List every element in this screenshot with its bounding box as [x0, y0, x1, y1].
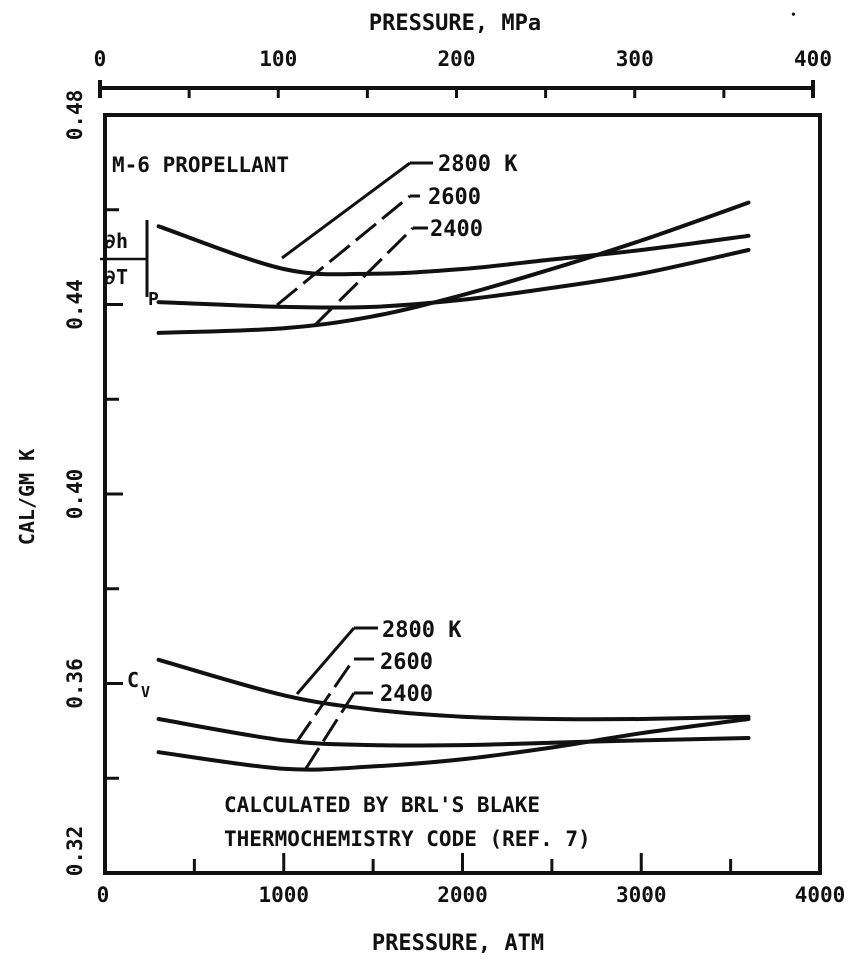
- dh-dt-subscript: P: [148, 289, 159, 310]
- x-tick-label: 3000: [616, 883, 667, 907]
- series-leader-line: [294, 658, 356, 744]
- x-tick-label: 1000: [258, 883, 309, 907]
- x2-tick-label: 200: [438, 47, 476, 71]
- x-ticks: 0 1000 2000 3000 4000: [97, 853, 846, 907]
- x2-ticks: 0 100 200 300 400: [94, 47, 832, 98]
- series-label: 2400: [380, 682, 433, 707]
- dt-label: ∂T: [104, 265, 128, 289]
- series-leader-line: [281, 161, 411, 260]
- series-line-dhdt-2800k: [156, 224, 751, 277]
- series-label: 2800 K: [438, 152, 518, 177]
- cv-subscript: V: [141, 683, 150, 701]
- x2-tick-label: 400: [794, 47, 832, 71]
- dh-label: ∂h: [104, 229, 128, 253]
- y-ticks: 0.32 0.36 0.40 0.44 0.48: [63, 90, 123, 877]
- y-axis-title: CAL/GM K: [15, 449, 39, 545]
- x-tick-label: 4000: [795, 883, 846, 907]
- y-tick-label: 0.44: [63, 279, 87, 330]
- x-axis-title: PRESSURE, ATM: [372, 931, 544, 956]
- x2-tick-label: 100: [259, 47, 297, 71]
- series-line-cv-2600: [156, 717, 751, 748]
- cv-label: C: [127, 668, 139, 692]
- x-tick-label: 2000: [437, 883, 488, 907]
- series-label: 2800 K: [382, 618, 462, 643]
- series-label: 2600: [428, 185, 481, 210]
- annotation-line-2: THERMOCHEMISTRY CODE (REF. 7): [224, 827, 591, 851]
- y-tick-label: 0.40: [63, 469, 87, 520]
- x2-tick-label: 300: [616, 47, 654, 71]
- series-line-dhdt-2400: [156, 200, 751, 335]
- x2-tick-label: 0: [94, 47, 107, 71]
- series-leader-line: [276, 194, 411, 307]
- leader-layer: 2800 K 2600 2400 2800 K 2600 2400: [276, 152, 518, 771]
- series-line-cv-2800k: [156, 657, 751, 722]
- x2-axis-title: PRESSURE, MPa: [369, 11, 541, 36]
- series-label: 2400: [430, 217, 483, 242]
- series-label: 2600: [380, 650, 433, 675]
- series-leader-line: [295, 627, 356, 695]
- x-tick-label: 0: [97, 883, 110, 907]
- series-leader-line: [303, 692, 356, 771]
- series-leader-line: [313, 226, 415, 327]
- y-tick-label: 0.36: [63, 658, 87, 709]
- y-tick-label: 0.48: [63, 90, 87, 141]
- stray-dot: •: [791, 8, 796, 23]
- y-tick-label: 0.32: [63, 826, 87, 877]
- series-line-cv-2400: [156, 717, 751, 772]
- series-line-dhdt-2600: [156, 248, 751, 310]
- annotation-line-1: CALCULATED BY BRL'S BLAKE: [224, 793, 540, 817]
- series-layer: [156, 200, 751, 772]
- panel-label: M-6 PROPELLANT: [112, 153, 289, 177]
